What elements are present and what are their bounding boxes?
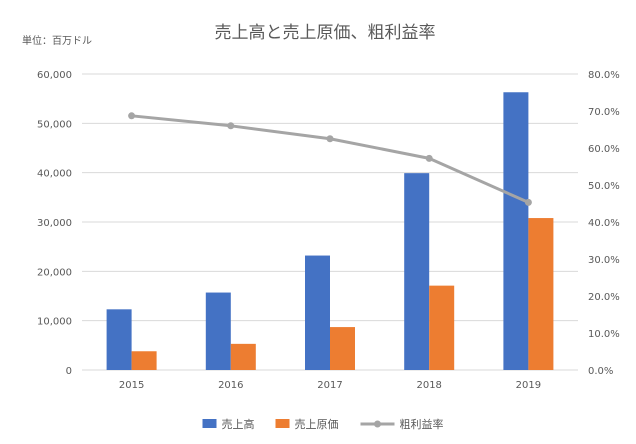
left-tick-label: 10,000 — [37, 317, 72, 328]
bar — [528, 218, 554, 370]
right-tick-label: 10.0% — [588, 329, 620, 340]
legend: 売上高 売上原価 粗利益率 — [202, 417, 444, 431]
bar — [404, 173, 430, 370]
x-tick-label: 2017 — [317, 380, 342, 391]
left-tick-label: 50,000 — [37, 119, 72, 130]
x-tick-label: 2015 — [119, 380, 144, 391]
line-series — [128, 112, 532, 206]
line-point — [128, 112, 136, 120]
legend-item: 粗利益率 — [360, 417, 444, 431]
x-tick-label: 2018 — [416, 380, 441, 391]
legend-item: 売上高 — [202, 417, 255, 431]
legend-swatch — [202, 419, 217, 428]
x-tick-label: 2016 — [218, 380, 243, 391]
left-axis: 0 10,000 20,000 30,000 40,000 50,000 60,000 — [37, 70, 72, 377]
bar — [503, 92, 529, 371]
right-tick-label: 50.0% — [588, 181, 620, 192]
legend-point-swatch — [374, 420, 381, 428]
series-0 — [106, 92, 529, 371]
unit-label: 単位：百万ドル — [22, 34, 92, 47]
bar-series — [106, 92, 554, 371]
line-point — [425, 154, 433, 162]
bar — [429, 285, 455, 370]
line-path — [130, 114, 530, 204]
bar — [305, 255, 330, 370]
legend-label: 売上原価 — [295, 418, 339, 431]
right-axis: 0.0% 10.0% 20.0% 30.0% 40.0% 50.0% 60.0% 70.0% 8… — [588, 70, 620, 377]
line-point — [227, 122, 235, 130]
right-tick-label: 60.0% — [588, 144, 620, 155]
bar — [205, 292, 231, 370]
left-tick-label: 40,000 — [37, 169, 72, 180]
left-tick-label: 0 — [66, 366, 72, 377]
legend-swatch — [275, 419, 290, 428]
chart-title: 売上高と売上原価、粗利益率 — [215, 23, 436, 43]
right-tick-label: 40.0% — [588, 218, 620, 229]
left-tick-label: 60,000 — [37, 70, 72, 81]
legend-label: 売上高 — [222, 417, 255, 431]
right-tick-label: 20.0% — [588, 292, 620, 303]
right-tick-label: 0.0% — [588, 366, 613, 377]
bar — [131, 351, 157, 370]
right-tick-label: 80.0% — [588, 70, 620, 81]
line-point — [326, 135, 334, 143]
right-tick-label: 70.0% — [588, 107, 620, 118]
bar — [106, 309, 132, 370]
left-tick-label: 30,000 — [37, 218, 72, 229]
legend-label: 粗利益率 — [400, 417, 444, 431]
x-tick-label: 2019 — [516, 380, 541, 391]
left-tick-label: 20,000 — [37, 267, 72, 278]
x-axis: 2015 2016 2017 2018 2019 — [119, 380, 541, 391]
gridlines — [82, 73, 578, 371]
line-point — [524, 198, 532, 206]
legend-item: 売上原価 — [275, 418, 339, 431]
series-1 — [131, 218, 554, 370]
bar — [330, 327, 355, 370]
bar — [230, 343, 256, 370]
right-tick-label: 30.0% — [588, 255, 620, 266]
